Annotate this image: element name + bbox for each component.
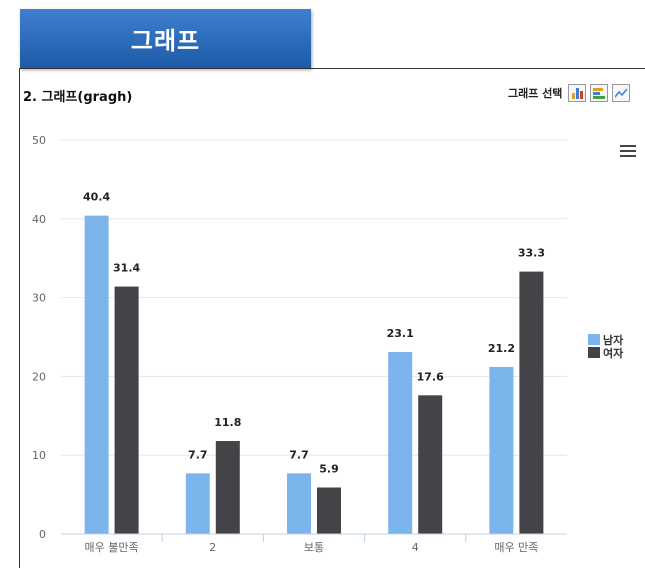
y-tick-label: 30 (32, 292, 46, 305)
x-category-label: 2 (209, 541, 216, 554)
graph-tab-label: 그래프 (130, 27, 201, 55)
data-label: 5.9 (319, 463, 339, 476)
data-label: 17.6 (417, 370, 444, 383)
data-label: 31.4 (113, 262, 140, 275)
bar[interactable] (215, 441, 240, 534)
x-category-label: 매우 만족 (494, 541, 538, 554)
chart-gridlines (61, 139, 567, 456)
y-axis: 0 10 20 30 40 50 (32, 134, 46, 541)
legend-swatch[interactable] (588, 334, 600, 345)
bar[interactable] (418, 395, 443, 534)
bar[interactable] (185, 473, 210, 534)
data-label: 33.3 (518, 247, 545, 260)
y-tick-label: 40 (32, 213, 46, 226)
data-label: 11.8 (214, 416, 241, 429)
x-category-label: 매우 불만족 (85, 541, 139, 554)
y-tick-label: 10 (32, 449, 46, 462)
y-tick-label: 20 (32, 370, 46, 383)
hamburger-menu-icon[interactable] (620, 145, 636, 157)
bar[interactable] (317, 487, 341, 534)
legend-swatch[interactable] (588, 347, 600, 358)
x-category-label: 4 (412, 541, 419, 554)
graph-type-selector: 그래프 선택 (508, 82, 631, 104)
y-tick-label: 50 (32, 134, 46, 147)
bar[interactable] (84, 215, 109, 534)
data-label: 40.4 (83, 191, 110, 204)
chart-bars: 40.4 31.4 7.7 11.8 7.7 5.9 23.1 17.6 21.2 33.3 (83, 191, 545, 534)
bar-chart-icon[interactable] (568, 84, 587, 102)
data-label: 23.1 (387, 327, 414, 340)
bar[interactable] (114, 286, 139, 534)
graph-tab[interactable]: 그래프 (20, 9, 311, 68)
bar[interactable] (519, 271, 544, 534)
data-label: 7.7 (289, 448, 309, 461)
bar[interactable] (388, 351, 413, 534)
legend-label[interactable]: 남자 (603, 333, 624, 347)
graph-select-label: 그래프 선택 (508, 87, 563, 100)
horizontal-bar-chart-icon[interactable] (590, 84, 609, 102)
data-label: 21.2 (488, 342, 515, 355)
bar[interactable] (287, 473, 311, 534)
y-tick-label: 0 (39, 528, 46, 541)
legend-label[interactable]: 여자 (603, 346, 624, 360)
x-category-label: 보통 (304, 541, 324, 554)
line-chart-icon[interactable] (612, 84, 631, 102)
line-chart-glyph (615, 88, 628, 98)
section-title: 2. 그래프(gragh) (23, 90, 133, 105)
chart-panel (19, 68, 645, 568)
bar[interactable] (489, 366, 514, 534)
x-axis: 매우 불만족 2 보통 4 매우 만족 (61, 533, 567, 554)
data-label: 7.7 (188, 448, 208, 461)
